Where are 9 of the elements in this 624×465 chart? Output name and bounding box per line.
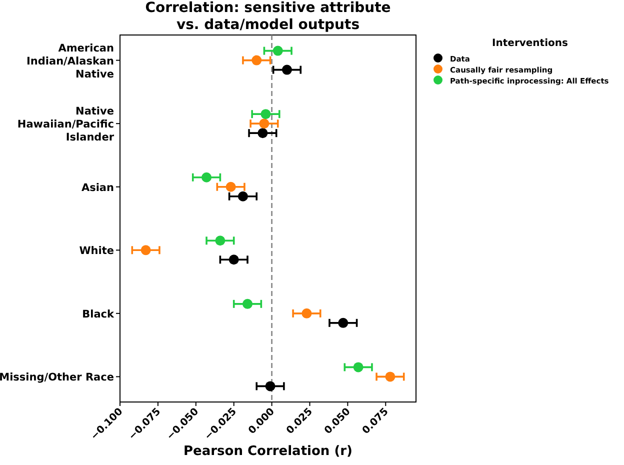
chart-title: Correlation: sensitive attribute vs. data/model outputs [145,0,391,33]
y-tick-label: Missing/Other Race [0,372,114,384]
y-tick-label: Native Hawaiian/Pacific Islander [17,106,115,144]
legend-title: Interventions [492,38,568,49]
y-tick-label: Asian [81,182,114,194]
y-tick-label: American Indian/Alaskan Native [26,42,114,80]
x-axis-title: Pearson Correlation (r) [184,444,352,459]
y-tick-label: Black [82,308,116,320]
y-tick-label: White [79,245,114,258]
